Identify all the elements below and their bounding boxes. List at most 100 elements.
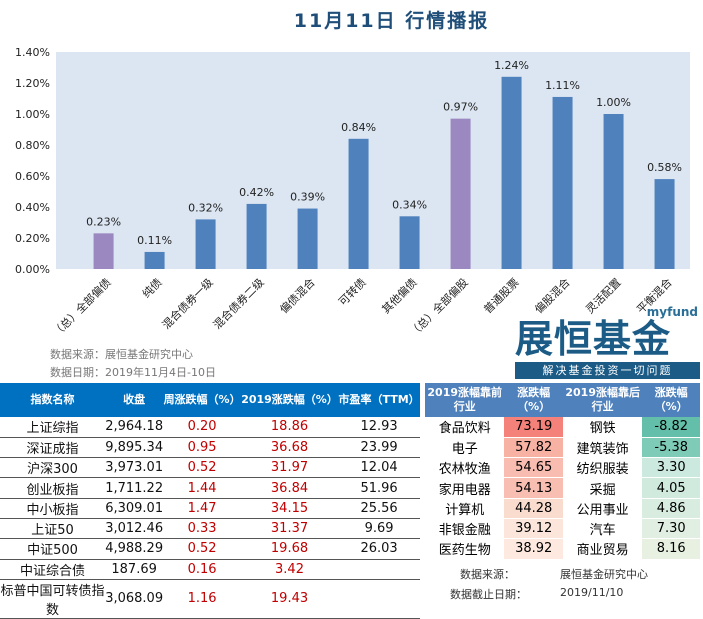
table-row: 沪深300 3,973.01 0.52 31.97 12.04 [0, 457, 420, 479]
table-cell: 4.86 [642, 498, 700, 519]
table-cell: 0.16 [163, 559, 241, 580]
industry-table: 2019涨幅靠前行业 涨跌幅（%） 2019涨幅靠后行业 涨跌幅（%） 食品饮料 73.1… [425, 383, 700, 560]
footer-date-value: 2019/11/10 [560, 586, 624, 599]
table-cell: 3.30 [642, 457, 700, 479]
data-label: 0.11% [137, 234, 172, 247]
table-cell: 0.33 [163, 518, 241, 540]
x-tick-label: 偏债混合 [277, 275, 318, 316]
table-cell: 上证综指 [0, 417, 105, 438]
logo-slogan: 解决基金投资一切问题 [515, 362, 700, 379]
column-header: 市盈率（TTM） [338, 383, 420, 417]
bar [297, 208, 318, 269]
footer-date-label: 数据截止日期： [450, 588, 527, 601]
index-table: 指数名称 收盘 周涨跌幅（%） 2019涨跌幅（%） 市盈率（TTM） 上证综指 2,964… [0, 383, 420, 619]
table-cell [338, 559, 420, 580]
x-tick-label: 其他偏债 [379, 275, 420, 316]
logo-main: 展恒基金 [515, 317, 672, 361]
table-cell [338, 579, 420, 619]
table-cell: 电子 [425, 437, 505, 459]
table-cell: 12.93 [338, 417, 420, 438]
table-cell: 中小板指 [0, 498, 105, 519]
table-row: 上证50 3,012.46 0.33 31.37 9.69 [0, 518, 420, 540]
y-tick-label: 1.40% [15, 46, 50, 59]
table-cell: 9.69 [338, 518, 420, 540]
chart-date: 数据日期：2019年11月4日-10日 [50, 366, 216, 379]
table-cell: 7.30 [642, 518, 700, 540]
table-cell: 家用电器 [425, 477, 505, 499]
table-cell: 商业贸易 [562, 538, 643, 560]
table-cell: 钢铁 [562, 417, 643, 438]
table-row: 标普中国可转债指数 3,068.09 1.16 19.43 [0, 579, 420, 619]
bar [144, 251, 165, 269]
table-cell: 19.68 [240, 538, 339, 560]
table-cell: 1.47 [163, 498, 241, 519]
table-row: 中证综合债 187.69 0.16 3.42 [0, 559, 420, 580]
table-cell: 0.52 [163, 538, 241, 560]
column-header: 2019涨跌幅（%） [240, 383, 339, 417]
table-cell: 0.95 [163, 437, 241, 459]
table-row: 非银金融 39.12 汽车 7.30 [425, 518, 700, 540]
y-tick-label: 0.60% [15, 170, 50, 183]
table-cell: 医药生物 [425, 538, 505, 560]
table-cell: 深证成指 [0, 437, 105, 459]
bar [348, 138, 369, 269]
table-cell: 25.56 [338, 498, 420, 519]
table-cell: 2,964.18 [105, 417, 164, 438]
data-label: 1.00% [596, 96, 631, 109]
footer-source-value: 展恒基金研究中心 [560, 568, 648, 581]
table-cell: 54.65 [504, 457, 563, 479]
table-row: 创业板指 1,711.22 1.44 36.84 51.96 [0, 477, 420, 499]
table-cell: 中证500 [0, 538, 105, 560]
column-header: 周涨跌幅（%） [163, 383, 241, 417]
table-cell: 31.97 [240, 457, 339, 479]
x-tick-label: 纯债 [139, 275, 164, 300]
table-cell: 36.84 [240, 477, 339, 499]
table-cell: 采掘 [562, 477, 643, 499]
table-cell: 26.03 [338, 538, 420, 560]
table-cell: 57.82 [504, 437, 563, 459]
x-tick-label: （总）全部偏债 [49, 275, 113, 339]
table-row: 农林牧渔 54.65 纺织服装 3.30 [425, 457, 700, 479]
table-cell: 1.16 [163, 579, 241, 619]
data-label: 0.32% [188, 201, 223, 214]
x-tick-label: 混合债券一级 [159, 275, 216, 332]
data-label: 0.42% [239, 186, 274, 199]
data-label: 0.97% [443, 101, 478, 114]
table-cell: 38.92 [504, 538, 563, 560]
table-cell: 公用事业 [562, 498, 643, 519]
bar [195, 219, 216, 269]
bar [93, 233, 114, 269]
table-row: 食品饮料 73.19 钢铁 -8.82 [425, 417, 700, 438]
data-label: 0.58% [647, 161, 682, 174]
table-cell: 沪深300 [0, 457, 105, 479]
bar [450, 118, 471, 270]
table-cell: 3,973.01 [105, 457, 164, 479]
bar-chart: 0.00% 0.20% 0.40% 0.60% 0.80% 1.00% 1.20% 1.40%… [15, 46, 690, 340]
y-tick-label: 0.40% [15, 201, 50, 214]
data-label: 0.84% [341, 121, 376, 134]
table-cell: 187.69 [105, 559, 164, 580]
table-cell: 纺织服装 [562, 457, 643, 479]
table-cell: 4.05 [642, 477, 700, 499]
x-tick-label: 混合债券二级 [210, 275, 267, 332]
column-header: 涨跌幅（%） [504, 383, 563, 417]
table-cell: 非银金融 [425, 518, 505, 540]
y-tick-label: 1.20% [15, 77, 50, 90]
table-cell: 51.96 [338, 477, 420, 499]
footer-source-label: 数据来源： [460, 568, 515, 581]
table-row: 计算机 44.28 公用事业 4.86 [425, 498, 700, 519]
page-title: 11月11日 行情播报 [293, 10, 490, 32]
y-tick-label: 1.00% [15, 108, 50, 121]
table-cell: 6,309.01 [105, 498, 164, 519]
table-cell: 标普中国可转债指数 [0, 579, 105, 619]
column-header: 涨跌幅（%） [642, 383, 700, 417]
table-cell: 8.16 [642, 538, 700, 560]
table-cell: 创业板指 [0, 477, 105, 499]
table-cell: 农林牧渔 [425, 457, 505, 479]
table-cell: -5.38 [642, 437, 700, 459]
table-cell: 9,895.34 [105, 437, 164, 459]
table-cell: 计算机 [425, 498, 505, 519]
chart-source: 数据来源：展恒基金研究中心 [50, 348, 193, 361]
table-cell: 23.99 [338, 437, 420, 459]
bar [246, 203, 267, 269]
